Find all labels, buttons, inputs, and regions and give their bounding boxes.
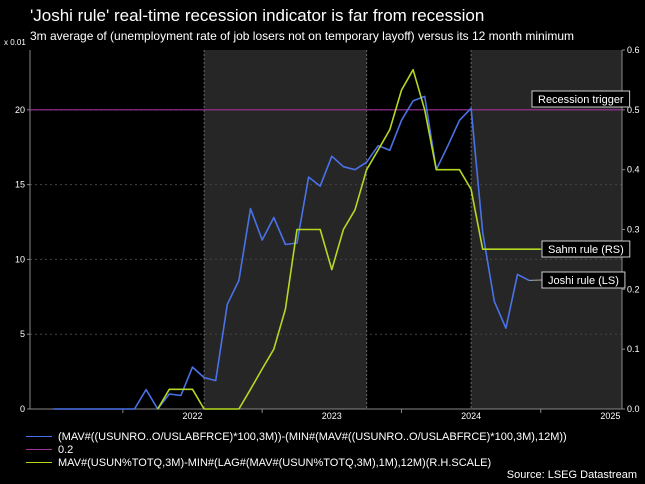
x-tick-label-2: 2024 <box>461 411 481 421</box>
legend-item-joshi: (MAV#((USUNRO..O/USLABFRCE)*100,3M))-(MI… <box>26 430 567 443</box>
legend-label-sahm: MAV#(USUN%TOTQ,3M)-MIN#(LAG#(MAV#(USUN%T… <box>58 456 492 469</box>
right-tick-label-5: 0.5 <box>627 105 640 115</box>
joshi-line <box>53 95 530 410</box>
right-tick-label-4: 0.4 <box>627 165 640 175</box>
svg-text:Recession trigger: Recession trigger <box>538 94 624 106</box>
right-tick-label-3: 0.3 <box>627 225 640 235</box>
chart-title: 'Joshi rule' real-time recession indicat… <box>30 6 485 25</box>
svg-text:Sahm rule (RS): Sahm rule (RS) <box>548 244 624 256</box>
right-tick-label-1: 0.1 <box>627 344 640 354</box>
left-tick-label-4: 20 <box>15 105 25 115</box>
right-tick-label-6: 0.6 <box>627 45 640 55</box>
joshi-rule-label: Joshi rule (LS) <box>529 271 626 289</box>
x-tick-label-0: 2022 <box>182 411 202 421</box>
right-tick-label-2: 0.2 <box>627 284 640 294</box>
chart-subtitle: 3m average of (unemployment rate of job … <box>30 29 575 43</box>
left-tick-label-3: 15 <box>15 180 25 190</box>
legend: (MAV#((USUNRO..O/USLABFRCE)*100,3M))-(MI… <box>26 430 567 469</box>
legend-swatch-sahm <box>26 462 52 463</box>
left-tick-label-0: 0 <box>20 404 25 414</box>
sahm-line <box>157 68 541 410</box>
legend-item-sahm: MAV#(USUN%TOTQ,3M)-MIN#(LAG#(MAV#(USUN%T… <box>26 456 567 469</box>
sahm-rule-label: Sahm rule (RS) <box>540 240 631 258</box>
left-tick-label-2: 10 <box>15 254 25 264</box>
legend-swatch-joshi <box>26 436 52 437</box>
left-tick-label-1: 5 <box>20 329 25 339</box>
recession-trigger-label: Recession trigger <box>531 90 631 108</box>
legend-label-threshold: 0.2 <box>58 443 74 456</box>
x-tick-label-3: 2025 <box>600 411 620 421</box>
legend-swatch-threshold <box>26 449 52 450</box>
legend-label-joshi: (MAV#((USUNRO..O/USLABFRCE)*100,3M))-(MI… <box>58 430 567 443</box>
svg-text:Joshi rule (LS): Joshi rule (LS) <box>548 275 619 287</box>
legend-item-threshold: 0.2 <box>26 443 567 456</box>
right-tick-label-0: 0.0 <box>627 404 640 414</box>
x-tick-label-1: 2023 <box>322 411 342 421</box>
shaded-period-0 <box>204 50 367 409</box>
source-note: Source: LSEG Datastream <box>506 469 637 481</box>
left-axis-unit: x 0.01 <box>4 38 26 47</box>
